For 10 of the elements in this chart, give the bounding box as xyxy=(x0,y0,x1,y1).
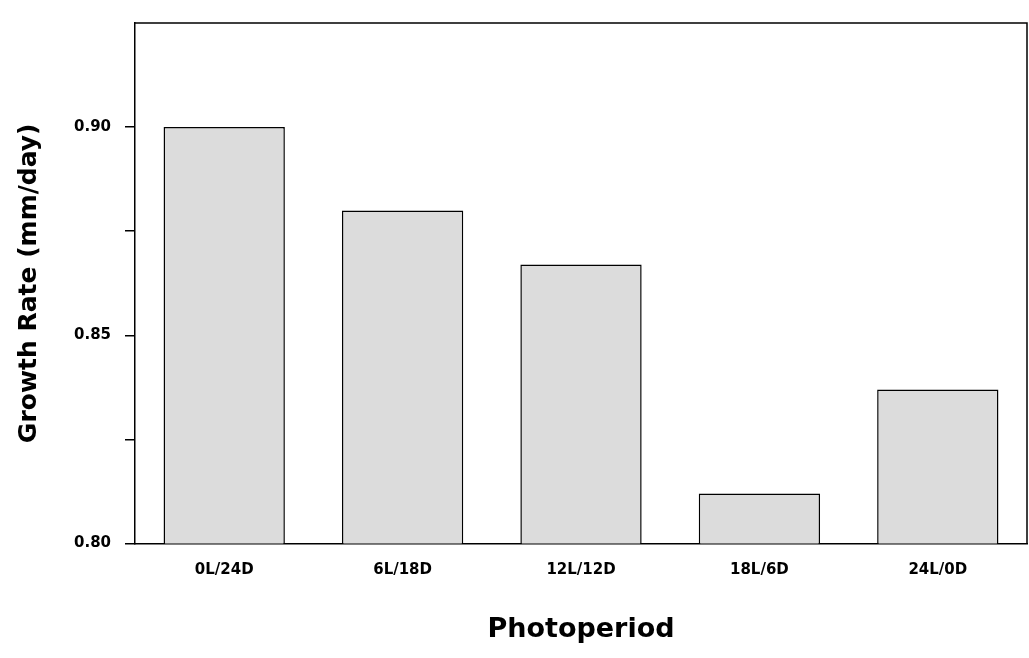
x-tick-label: 0L/24D xyxy=(194,560,254,579)
x-tick-label: 18L/6D xyxy=(730,560,789,579)
y-tick-label: 0.80 xyxy=(73,533,112,552)
x-axis-title: Photoperiod xyxy=(487,611,675,643)
x-tick-label: 6L/18D xyxy=(373,560,433,579)
x-tick-label: 24L/0D xyxy=(908,560,968,579)
x-tick-label: 12L/12D xyxy=(546,560,616,579)
y-axis-title: Growth Rate (mm/day) xyxy=(12,123,42,444)
y-tick-label: 0.85 xyxy=(73,325,112,344)
y-tick-label: 0.90 xyxy=(73,117,112,136)
